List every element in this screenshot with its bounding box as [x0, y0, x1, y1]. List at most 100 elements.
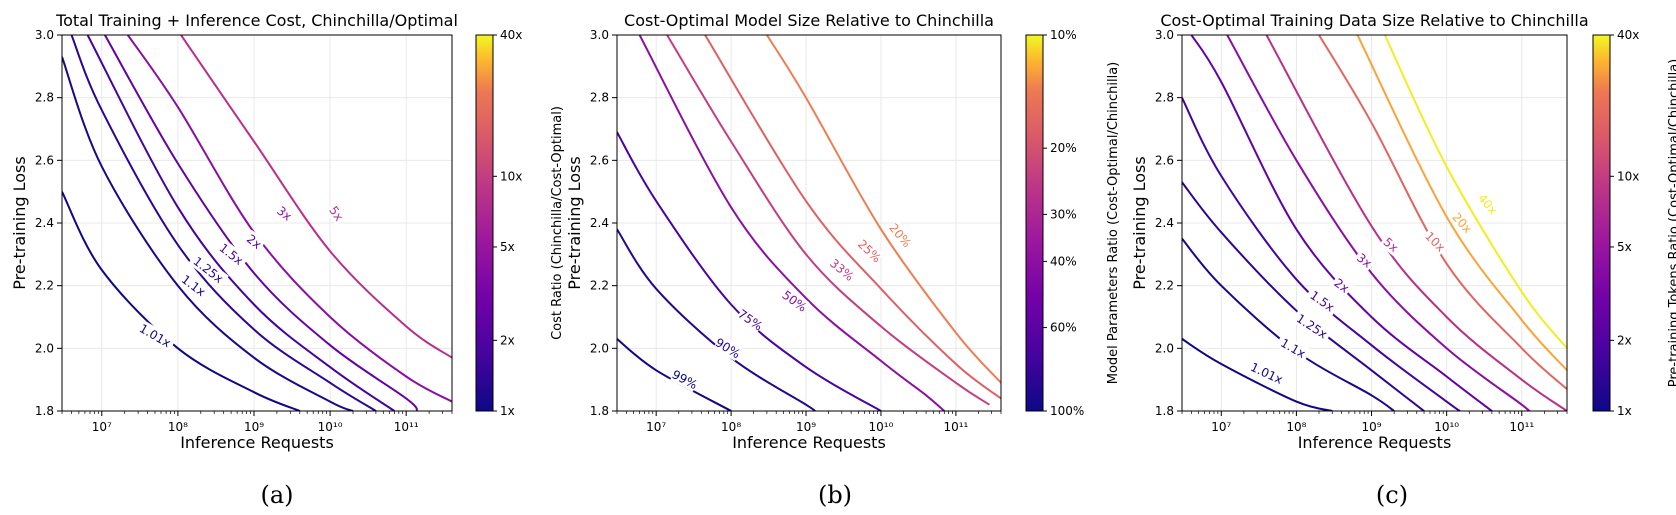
- chart-title: Cost-Optimal Training Data Size Relative…: [1160, 11, 1588, 30]
- chart-title: Cost-Optimal Model Size Relative to Chin…: [624, 11, 994, 30]
- contour-line-1.25x: [70, 35, 377, 411]
- y-tick-label: 2.2: [1155, 279, 1174, 293]
- colorbar-tick-label: 1x: [1617, 404, 1632, 418]
- x-tick-label: 10⁸: [168, 420, 188, 434]
- contour-label-25%: 25%: [855, 236, 885, 265]
- contour-label-1.01x: 1.01x: [134, 318, 177, 352]
- contour-label-text: 99%: [670, 367, 700, 392]
- y-tick-label: 2.8: [1155, 91, 1174, 105]
- contour-label-1.25x: 1.25x: [1291, 308, 1333, 344]
- contour-line-1.5x: [1182, 97, 1461, 411]
- colorbar: 1x 2x 5x 10x 40x Pre-training Tokens Ratio (C…: [1592, 28, 1676, 418]
- contour-line-1.5x: [86, 35, 395, 411]
- x-tick-label: 10¹¹: [943, 420, 968, 434]
- y-tick-label: 2.0: [1155, 341, 1174, 355]
- contour-line-25%: [704, 35, 1001, 400]
- y-tick-label: 2.8: [35, 91, 54, 105]
- contour-line-2x: [104, 35, 419, 411]
- contour-label-text: 5x: [326, 204, 346, 224]
- y-tick-label: 2.2: [35, 279, 54, 293]
- colorbar-label: Model Parameters Ratio (Cost-Optimal/Chi…: [1106, 62, 1121, 384]
- chart-title: Total Training + Inference Cost, Chinchi…: [55, 11, 458, 30]
- contour-label-20%: 20%: [886, 220, 915, 250]
- contour-label-text: 75%: [735, 307, 765, 334]
- colorbar-tick-label: 10%: [1050, 28, 1077, 42]
- panel-caption: (b): [818, 481, 852, 509]
- y-tick-label: 2.4: [35, 216, 54, 230]
- contour-line-1.01x: [1182, 338, 1333, 411]
- colorbar-tick-label: 40%: [1050, 254, 1077, 268]
- y-tick-label: 2.0: [35, 341, 54, 355]
- contour-line-5x: [1265, 35, 1567, 411]
- x-tick-label: 10¹⁰: [318, 420, 343, 434]
- contour-label-50%: 50%: [779, 287, 810, 315]
- y-axis-label: Pre-training Loss: [1130, 156, 1149, 289]
- contour-line-90%: [617, 228, 816, 411]
- contour-line-99%: [617, 338, 732, 411]
- x-tick-label: 10⁸: [1286, 420, 1306, 434]
- contour-line-3x: [1226, 35, 1531, 411]
- y-tick-label: 3.0: [590, 28, 609, 42]
- contour-line-1.25x: [1182, 181, 1425, 411]
- colorbar-tick-label: 2x: [500, 333, 515, 347]
- contour-label-text: 1.25x: [1294, 311, 1330, 341]
- contour-line-1.01x: [62, 191, 301, 411]
- x-tick-label: 10¹⁰: [869, 420, 894, 434]
- contour-label-text: 1.01x: [137, 321, 173, 350]
- colorbar-label: Cost Ratio (Chinchilla/Cost-Optimal): [550, 106, 565, 340]
- colorbar-tick-label: 20%: [1050, 141, 1077, 155]
- contour-label-2x: 2x: [242, 229, 267, 253]
- colorbar-gradient: [475, 34, 494, 412]
- grid: [617, 34, 1001, 412]
- x-tick-label: 10⁹: [796, 420, 816, 434]
- y-tick-label: 1.8: [35, 404, 54, 418]
- contour-label-text: 33%: [827, 256, 856, 284]
- contour-label-text: 90%: [713, 335, 743, 361]
- colorbar-tick-label: 100%: [1050, 404, 1084, 418]
- y-tick-label: 2.8: [590, 91, 609, 105]
- panel-caption: (c): [1376, 481, 1408, 509]
- y-tick-label: 3.0: [1155, 28, 1174, 42]
- x-axis-label: Inference Requests: [732, 433, 886, 452]
- contour-label-text: 5x: [1381, 235, 1401, 255]
- contour-label-99%: 99%: [670, 366, 700, 392]
- colorbar-gradient: [1592, 34, 1611, 412]
- colorbar-tick-label: 10x: [1617, 169, 1639, 183]
- x-tick-label: 10⁷: [1211, 420, 1231, 434]
- contour-label-text: 50%: [779, 288, 809, 315]
- y-tick-label: 2.0: [590, 341, 609, 355]
- contour-label-1.01x: 1.01x: [1245, 357, 1289, 389]
- contour-label-1.1x: 1.1x: [1275, 333, 1312, 363]
- contour-label-text: 3x: [274, 204, 294, 224]
- colorbar-tick-label: 2x: [1617, 333, 1632, 347]
- contour-line-3x: [126, 35, 452, 403]
- colorbar-tick-label: 5x: [500, 240, 515, 254]
- colorbar-tick-label: 1x: [500, 404, 515, 418]
- contour-line-33%: [666, 35, 990, 406]
- contour-label-10x: 10x: [1420, 227, 1450, 256]
- colorbar-gradient: [1025, 34, 1044, 412]
- contour-label-90%: 90%: [713, 334, 743, 361]
- contour-label-75%: 75%: [735, 306, 766, 334]
- y-tick-label: 1.8: [1155, 404, 1174, 418]
- contour-label-text: 1.01x: [1248, 360, 1285, 387]
- y-axis-label: Pre-training Loss: [10, 156, 29, 289]
- y-tick-label: 2.6: [590, 153, 609, 167]
- y-tick-label: 2.2: [590, 279, 609, 293]
- contour-label-text: 25%: [855, 237, 884, 266]
- colorbar-tick-label: 5x: [1617, 240, 1632, 254]
- y-tick-label: 2.4: [1155, 216, 1174, 230]
- colorbar-tick-label: 60%: [1050, 321, 1077, 335]
- contour-label-1.5x: 1.5x: [1304, 285, 1341, 317]
- x-axis-label: Inference Requests: [1298, 433, 1452, 452]
- chart-panel-2: 99%90%75%50%33%25%20%10⁷ 10⁸ 10⁹ 10¹⁰ 10¹¹1.…: [565, 11, 1121, 509]
- contour-label-text: 2x: [244, 232, 264, 252]
- contour-line-20%: [766, 35, 1001, 384]
- x-tick-label: 10⁹: [244, 420, 264, 434]
- colorbar-tick-label: 40x: [1617, 28, 1639, 42]
- x-tick-label: 10¹¹: [1509, 420, 1534, 434]
- colorbar-tick-label: 40x: [500, 28, 522, 42]
- y-tick-label: 2.6: [35, 153, 54, 167]
